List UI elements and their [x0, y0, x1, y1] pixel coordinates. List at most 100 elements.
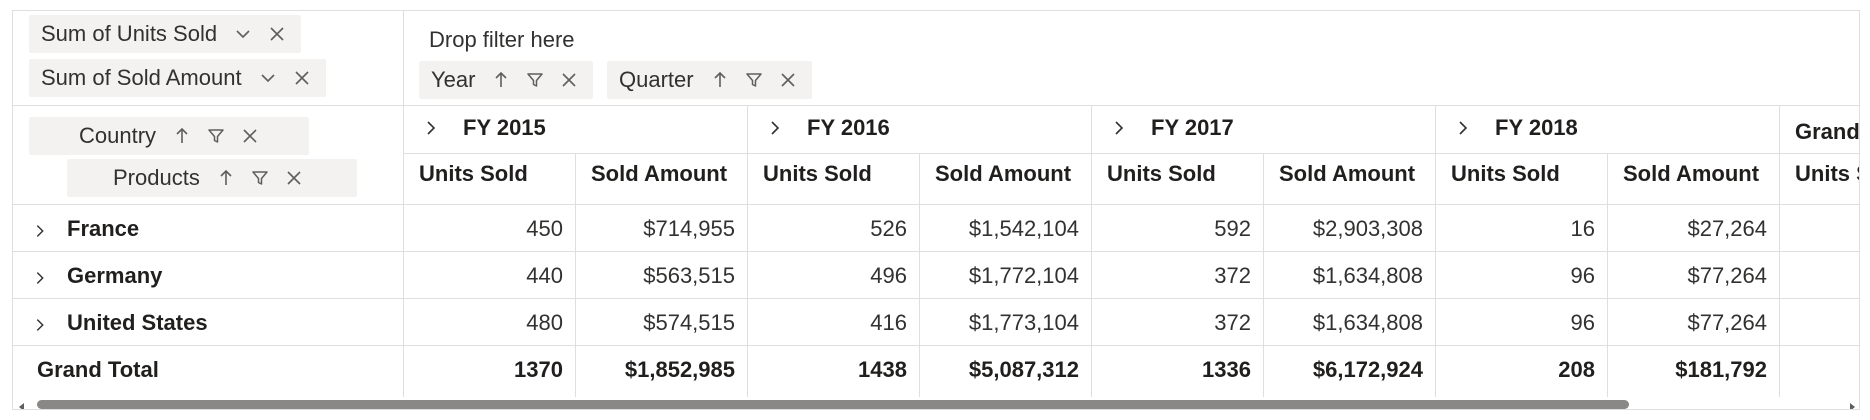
- row-label: United States: [67, 309, 208, 335]
- chip-label: Quarter: [619, 67, 694, 92]
- sort-ascending-icon[interactable]: [489, 68, 513, 92]
- close-icon[interactable]: [265, 22, 289, 46]
- chip-label: Sum of Units Sold: [41, 21, 218, 46]
- row-divider: [13, 298, 1859, 299]
- filter-drop-zone[interactable]: Drop filter here: [429, 27, 575, 52]
- horizontal-scrollbar[interactable]: [13, 397, 1859, 409]
- year-label: FY 2016: [807, 115, 890, 140]
- column-header-grand-units-sold: Units S: [1795, 161, 1859, 186]
- table-cell: $1,634,808: [1312, 309, 1423, 335]
- table-cell: $27,264: [1687, 215, 1767, 241]
- close-icon[interactable]: [557, 68, 581, 92]
- col-divider: [1091, 105, 1092, 397]
- filter-icon[interactable]: [742, 68, 766, 92]
- chevron-right-icon[interactable]: [1109, 118, 1129, 138]
- col-divider: [919, 153, 920, 397]
- grand-total-cell: $181,792: [1675, 356, 1767, 382]
- chevron-down-icon[interactable]: [231, 22, 255, 46]
- table-cell: $1,773,104: [968, 309, 1079, 335]
- chevron-down-icon[interactable]: [256, 66, 280, 90]
- grand-total-cell: 1336: [1202, 356, 1251, 382]
- close-icon[interactable]: [238, 124, 262, 148]
- year-label: FY 2017: [1151, 115, 1234, 140]
- close-icon[interactable]: [776, 68, 800, 92]
- column-header-units-sold: Units Sold: [763, 161, 872, 186]
- chevron-right-icon[interactable]: [31, 267, 49, 285]
- column-header-sold-amount: Sold Amount: [935, 161, 1072, 186]
- row-header-united-states[interactable]: United States: [13, 299, 403, 346]
- year-label: FY 2018: [1495, 115, 1578, 140]
- table-cell: 480: [526, 309, 563, 335]
- col-divider: [1435, 105, 1436, 397]
- row-divider: [13, 251, 1859, 252]
- column-header-fy2018[interactable]: FY 2018: [1435, 109, 1578, 147]
- column-header-units-sold: Units Sold: [1451, 161, 1560, 186]
- chip-label: Country: [79, 123, 157, 148]
- chevron-right-icon[interactable]: [1453, 118, 1473, 138]
- row-divider: [13, 345, 1859, 346]
- scroll-left-arrow-icon[interactable]: [17, 399, 27, 409]
- chip-label: Sum of Sold Amount: [41, 65, 242, 90]
- col-divider: [1263, 153, 1264, 397]
- table-cell: 372: [1214, 262, 1251, 288]
- row-header-grand-total: Grand Total: [13, 346, 403, 393]
- grand-total-cell: $1,852,985: [624, 356, 735, 382]
- year-row-divider: [403, 153, 1859, 154]
- chevron-right-icon[interactable]: [421, 118, 441, 138]
- value-chip-units-sold[interactable]: Sum of Units Sold: [29, 15, 302, 53]
- value-chip-sold-amount[interactable]: Sum of Sold Amount: [29, 59, 326, 97]
- close-icon[interactable]: [290, 66, 314, 90]
- row-label: Germany: [67, 262, 163, 288]
- column-header-sold-amount: Sold Amount: [1623, 161, 1760, 186]
- grand-total-cell: $5,087,312: [968, 356, 1079, 382]
- grand-total-cell: 208: [1558, 356, 1595, 382]
- column-header-sold-amount: Sold Amount: [1279, 161, 1416, 186]
- scrollbar-thumb[interactable]: [37, 400, 1629, 409]
- header-divider: [13, 105, 1859, 106]
- row-label: France: [67, 215, 140, 241]
- column-header-sold-amount: Sold Amount: [591, 161, 728, 186]
- scroll-right-arrow-icon[interactable]: [1847, 399, 1857, 409]
- table-cell: 592: [1214, 215, 1251, 241]
- table-cell: 96: [1570, 262, 1595, 288]
- column-header-fy2015[interactable]: FY 2015: [403, 109, 546, 147]
- filter-icon[interactable]: [523, 68, 547, 92]
- row-chip-products[interactable]: Products: [67, 159, 357, 197]
- column-header-fy2016[interactable]: FY 2016: [747, 109, 890, 147]
- filter-icon[interactable]: [204, 124, 228, 148]
- column-header-units-sold: Units Sold: [1107, 161, 1216, 186]
- column-chip-quarter[interactable]: Quarter: [607, 61, 812, 99]
- row-header-france[interactable]: France: [13, 205, 403, 252]
- sort-ascending-icon[interactable]: [708, 68, 732, 92]
- table-cell: $77,264: [1687, 262, 1767, 288]
- row-header-germany[interactable]: Germany: [13, 252, 403, 299]
- chip-label: Year: [431, 67, 476, 92]
- table-cell: 496: [870, 262, 907, 288]
- grand-total-cell: 1438: [858, 356, 907, 382]
- sort-ascending-icon[interactable]: [170, 124, 194, 148]
- chevron-right-icon[interactable]: [765, 118, 785, 138]
- header-bottom-divider: [13, 204, 1859, 205]
- chevron-right-icon[interactable]: [31, 220, 49, 238]
- table-cell: 96: [1570, 309, 1595, 335]
- table-cell: $2,903,308: [1312, 215, 1423, 241]
- chip-label: Products: [113, 165, 200, 190]
- filter-icon[interactable]: [248, 166, 272, 190]
- table-cell: $1,634,808: [1312, 262, 1423, 288]
- table-cell: $77,264: [1687, 309, 1767, 335]
- chevron-right-icon[interactable]: [31, 314, 49, 332]
- close-icon[interactable]: [282, 166, 306, 190]
- column-chip-year[interactable]: Year: [419, 61, 594, 99]
- row-chip-country[interactable]: Country: [29, 117, 309, 155]
- column-header-fy2017[interactable]: FY 2017: [1091, 109, 1234, 147]
- col-divider: [575, 153, 576, 397]
- year-label: FY 2015: [463, 115, 546, 140]
- pivot-table: Sum of Units Sold Sum of Sold Amount Dro…: [12, 10, 1860, 410]
- column-header-grand-total: Grand: [1795, 119, 1860, 144]
- table-cell: 526: [870, 215, 907, 241]
- table-cell: $714,955: [643, 215, 735, 241]
- grand-total-cell: 1370: [514, 356, 563, 382]
- sort-ascending-icon[interactable]: [214, 166, 238, 190]
- col-divider: [747, 105, 748, 397]
- table-cell: 16: [1570, 215, 1595, 241]
